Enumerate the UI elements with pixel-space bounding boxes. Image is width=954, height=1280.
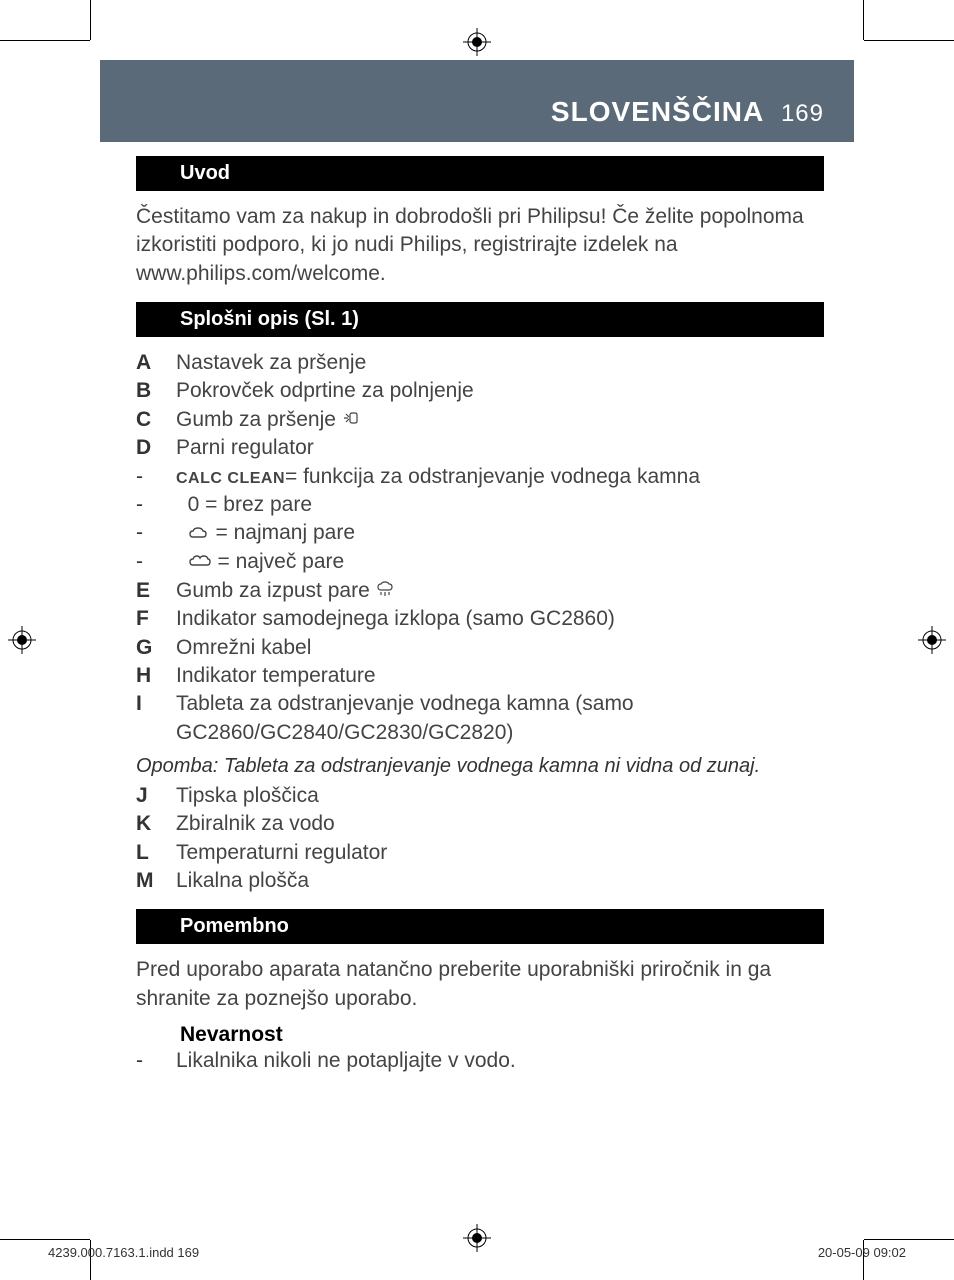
calc-clean-label: CALC CLEAN — [176, 470, 285, 487]
note-text: Opomba: Tableta za odstranjevanje vodneg… — [136, 755, 824, 778]
list-item: MLikalna plošča — [136, 867, 824, 895]
list-item: ANastavek za pršenje — [136, 349, 824, 377]
crop-mark — [0, 1239, 90, 1240]
list-item: - = najmanj pare — [136, 519, 824, 548]
page-number: 169 — [781, 100, 824, 127]
footer-file: 4239.000.7163.1.indd 169 — [48, 1245, 199, 1260]
crop-mark — [864, 40, 954, 41]
pomembno-text: Pred uporabo aparata natančno preberite … — [136, 956, 824, 1013]
header-band: SLOVENŠČINA 169 — [100, 60, 854, 142]
spray-icon — [342, 406, 358, 434]
section-heading-splosni: Splošni opis (Sl. 1) — [136, 302, 824, 337]
section-heading-pomembno: Pomembno — [136, 909, 824, 944]
registration-mark-icon — [8, 626, 36, 654]
list-item: - = največ pare — [136, 548, 824, 577]
list-item: FIndikator samodejnega izklopa (samo GC2… — [136, 605, 824, 633]
list-item: GOmrežni kabel — [136, 634, 824, 662]
list-item: JTipska ploščica — [136, 782, 824, 810]
list-item: ITableta za odstranjevanje vodnega kamna… — [136, 690, 824, 747]
list-item: -CALC CLEAN= funkcija za odstranjevanje … — [136, 463, 824, 491]
language-label: SLOVENŠČINA — [551, 96, 764, 127]
crop-mark — [863, 0, 864, 40]
list-item: EGumb za izpust pare — [136, 577, 824, 606]
page-content: SLOVENŠČINA 169 Uvod Čestitamo vam za na… — [100, 60, 854, 1220]
list-item: -Likalnika nikoli ne potapljajte v vodo. — [136, 1047, 824, 1075]
footer-timestamp: 20-05-09 09:02 — [818, 1245, 906, 1260]
list-item: CGumb za pršenje — [136, 406, 824, 435]
steam-boost-icon — [376, 577, 394, 605]
print-footer: 4239.000.7163.1.indd 169 20-05-09 09:02 — [48, 1245, 906, 1260]
list-item: BPokrovček odprtine za polnjenje — [136, 377, 824, 405]
cloud-large-icon — [188, 548, 212, 576]
list-item: - 0 = brez pare — [136, 491, 824, 519]
crop-mark — [0, 40, 90, 41]
registration-mark-icon — [463, 28, 491, 56]
list-item: DParni regulator — [136, 434, 824, 462]
section-heading-uvod: Uvod — [136, 156, 824, 191]
cloud-small-icon — [188, 520, 210, 548]
parts-list-2: JTipska ploščica KZbiralnik za vodo LTem… — [136, 782, 824, 895]
list-item: HIndikator temperature — [136, 662, 824, 690]
subheading-nevarnost: Nevarnost — [180, 1023, 824, 1047]
list-item: KZbiralnik za vodo — [136, 810, 824, 838]
uvod-text: Čestitamo vam za nakup in dobrodošli pri… — [136, 203, 824, 288]
crop-mark — [864, 1239, 954, 1240]
registration-mark-icon — [918, 626, 946, 654]
crop-mark — [90, 0, 91, 40]
parts-list: ANastavek za pršenje BPokrovček odprtine… — [136, 349, 824, 747]
list-item: LTemperaturni regulator — [136, 839, 824, 867]
page-title: SLOVENŠČINA 169 — [551, 96, 824, 128]
